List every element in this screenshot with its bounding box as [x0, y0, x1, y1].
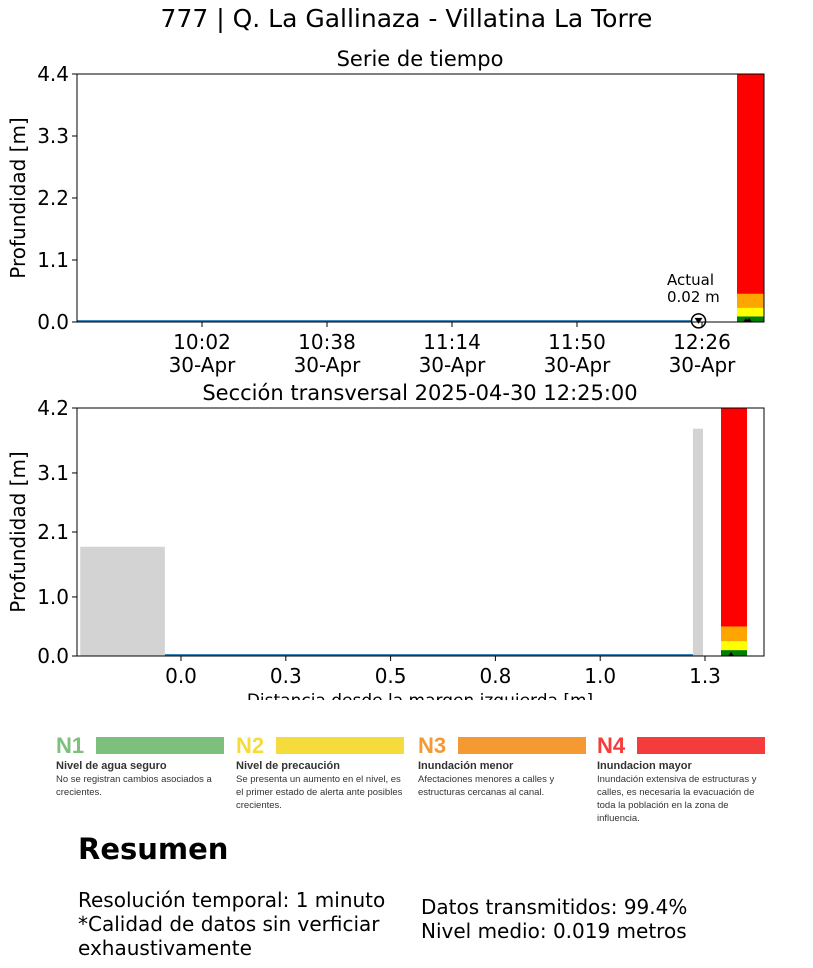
chart2-y-axis-label: Profundidad [m] — [6, 451, 30, 612]
x-tick-time: 10:02 — [173, 330, 231, 354]
x-tick-label: 0.3 — [270, 664, 302, 688]
legend-color-bar — [96, 737, 224, 754]
x-tick-date: 30-Apr — [169, 353, 237, 377]
legend-item-n2: N2 Nivel de precaución Se presenta un aume… — [236, 734, 404, 812]
legend-color-bar — [276, 737, 404, 754]
x-tick-date: 30-Apr — [669, 353, 737, 377]
summary-left: Resolución temporal: 1 minuto *Calidad d… — [78, 888, 385, 960]
y-tick-label: 1.1 — [37, 248, 69, 272]
chart2-level-bands — [721, 408, 747, 656]
legend-title: Nivel de agua seguro — [56, 760, 167, 772]
legend-color-bar — [458, 737, 586, 754]
summary-title: Resumen — [78, 832, 229, 866]
chart1-x-ticks: 10:0230-Apr10:3830-Apr11:1430-Apr11:5030… — [169, 322, 737, 377]
x-tick-date: 30-Apr — [419, 353, 487, 377]
y-tick-label: 2.1 — [37, 520, 69, 544]
legend-title: Inundacion mayor — [597, 760, 692, 772]
level-band-1 — [721, 641, 747, 651]
chart1-current-annotation: Actual 0.02 m — [667, 271, 720, 306]
x-tick-label: 0.0 — [165, 664, 197, 688]
x-tick-date: 30-Apr — [544, 353, 612, 377]
chart2-x-axis-label: Distancia desde la margen izquierda [m] — [247, 691, 593, 700]
chart1-y-ticks: 0.0 1.1 2.2 3.3 4.4 — [37, 62, 77, 334]
quality-note-line1: *Calidad de datos sin verficiar — [78, 912, 380, 936]
legend-title: Nivel de precaución — [236, 760, 340, 772]
ground-block-0 — [80, 546, 165, 656]
legend-code: N2 — [236, 733, 265, 758]
quality-note-line2: exhaustivamente — [78, 936, 252, 960]
legend-color-bar — [637, 737, 765, 754]
y-tick-label: 0.0 — [37, 310, 69, 334]
chart1-y-axis-label: Profundidad [m] — [6, 117, 30, 278]
ground-block-1 — [692, 428, 703, 656]
legend-description: No se registran cambios asociados a crec… — [56, 774, 212, 798]
legend-item-n1: N1 Nivel de agua seguro No se registran ca… — [56, 734, 224, 799]
x-tick-time: 12:26 — [673, 330, 731, 354]
x-tick-label: 0.5 — [375, 664, 407, 688]
chart1-level-bands — [737, 74, 764, 322]
chart1-title: Serie de tiempo — [337, 47, 504, 71]
x-tick-time: 11:14 — [423, 330, 481, 354]
y-tick-label: 1.0 — [37, 585, 69, 609]
legend-description: Se presenta un aumento en el nivel, es e… — [236, 774, 403, 811]
x-tick-time: 10:38 — [298, 330, 356, 354]
annotation-label: Actual — [667, 271, 714, 289]
y-tick-label: 0.0 — [37, 644, 69, 668]
annotation-value: 0.02 m — [667, 288, 720, 306]
y-tick-label: 3.3 — [37, 124, 69, 148]
current-arrow-icon — [694, 317, 703, 324]
mean-level: Nivel medio: 0.019 metros — [421, 919, 687, 943]
y-tick-label: 3.1 — [37, 461, 69, 485]
legend-item-n3: N3 Inundación menor Afectaciones menores a… — [418, 734, 586, 799]
legend-title: Inundación menor — [418, 760, 514, 772]
x-tick-time: 11:50 — [548, 330, 606, 354]
band-marker-icon — [728, 652, 734, 656]
legend-item-n4: N4 Inundacion mayor Inundación extensiva d… — [597, 734, 765, 825]
chart2-plot-frame — [76, 407, 765, 657]
chart1-series — [77, 313, 707, 329]
y-tick-label: 4.2 — [37, 396, 69, 420]
legend-code: N1 — [56, 733, 85, 758]
level-band-0 — [721, 650, 747, 656]
legend-description: Inundación extensiva de estructuras y ca… — [597, 774, 757, 824]
legend-code: N3 — [418, 733, 447, 758]
level-band-0 — [737, 316, 764, 322]
chart2-x-ticks: 0.0 0.3 0.5 0.8 1.0 1.3 — [165, 656, 721, 688]
x-tick-label: 1.0 — [584, 664, 616, 688]
x-tick-date: 30-Apr — [294, 353, 362, 377]
charts-svg: Serie de tiempo 0.01.12.23.34.4 10:0230-… — [6, 47, 765, 700]
level-band-2 — [737, 293, 764, 308]
summary-right: Datos transmitidos: 99.4% Nivel medio: 0… — [421, 895, 687, 943]
figure-title: 777 | Q. La Gallinaza - Villatina La Tor… — [160, 4, 653, 33]
level-band-3 — [737, 74, 764, 294]
y-tick-label: 2.2 — [37, 186, 69, 210]
level-band-1 — [737, 307, 764, 317]
chart2-y-ticks: 0.0 1.0 2.1 3.1 4.2 — [37, 396, 77, 668]
legend-description: Afectaciones menores a calles y estructu… — [418, 774, 555, 798]
chart1-plot-frame — [76, 73, 765, 323]
level-band-2 — [721, 626, 747, 642]
temporal-resolution: Resolución temporal: 1 minuto — [78, 888, 386, 912]
band-marker-icon — [743, 318, 752, 322]
legend-code: N4 — [597, 733, 626, 758]
level-band-3 — [721, 408, 747, 627]
x-tick-label: 1.3 — [689, 664, 721, 688]
x-tick-label: 0.8 — [479, 664, 511, 688]
chart2-ground-profile — [80, 428, 703, 656]
chart2-title: Sección transversal 2025-04-30 12:25:00 — [202, 381, 637, 405]
y-tick-label: 4.4 — [37, 62, 69, 86]
transmitted-data: Datos transmitidos: 99.4% — [421, 895, 688, 919]
